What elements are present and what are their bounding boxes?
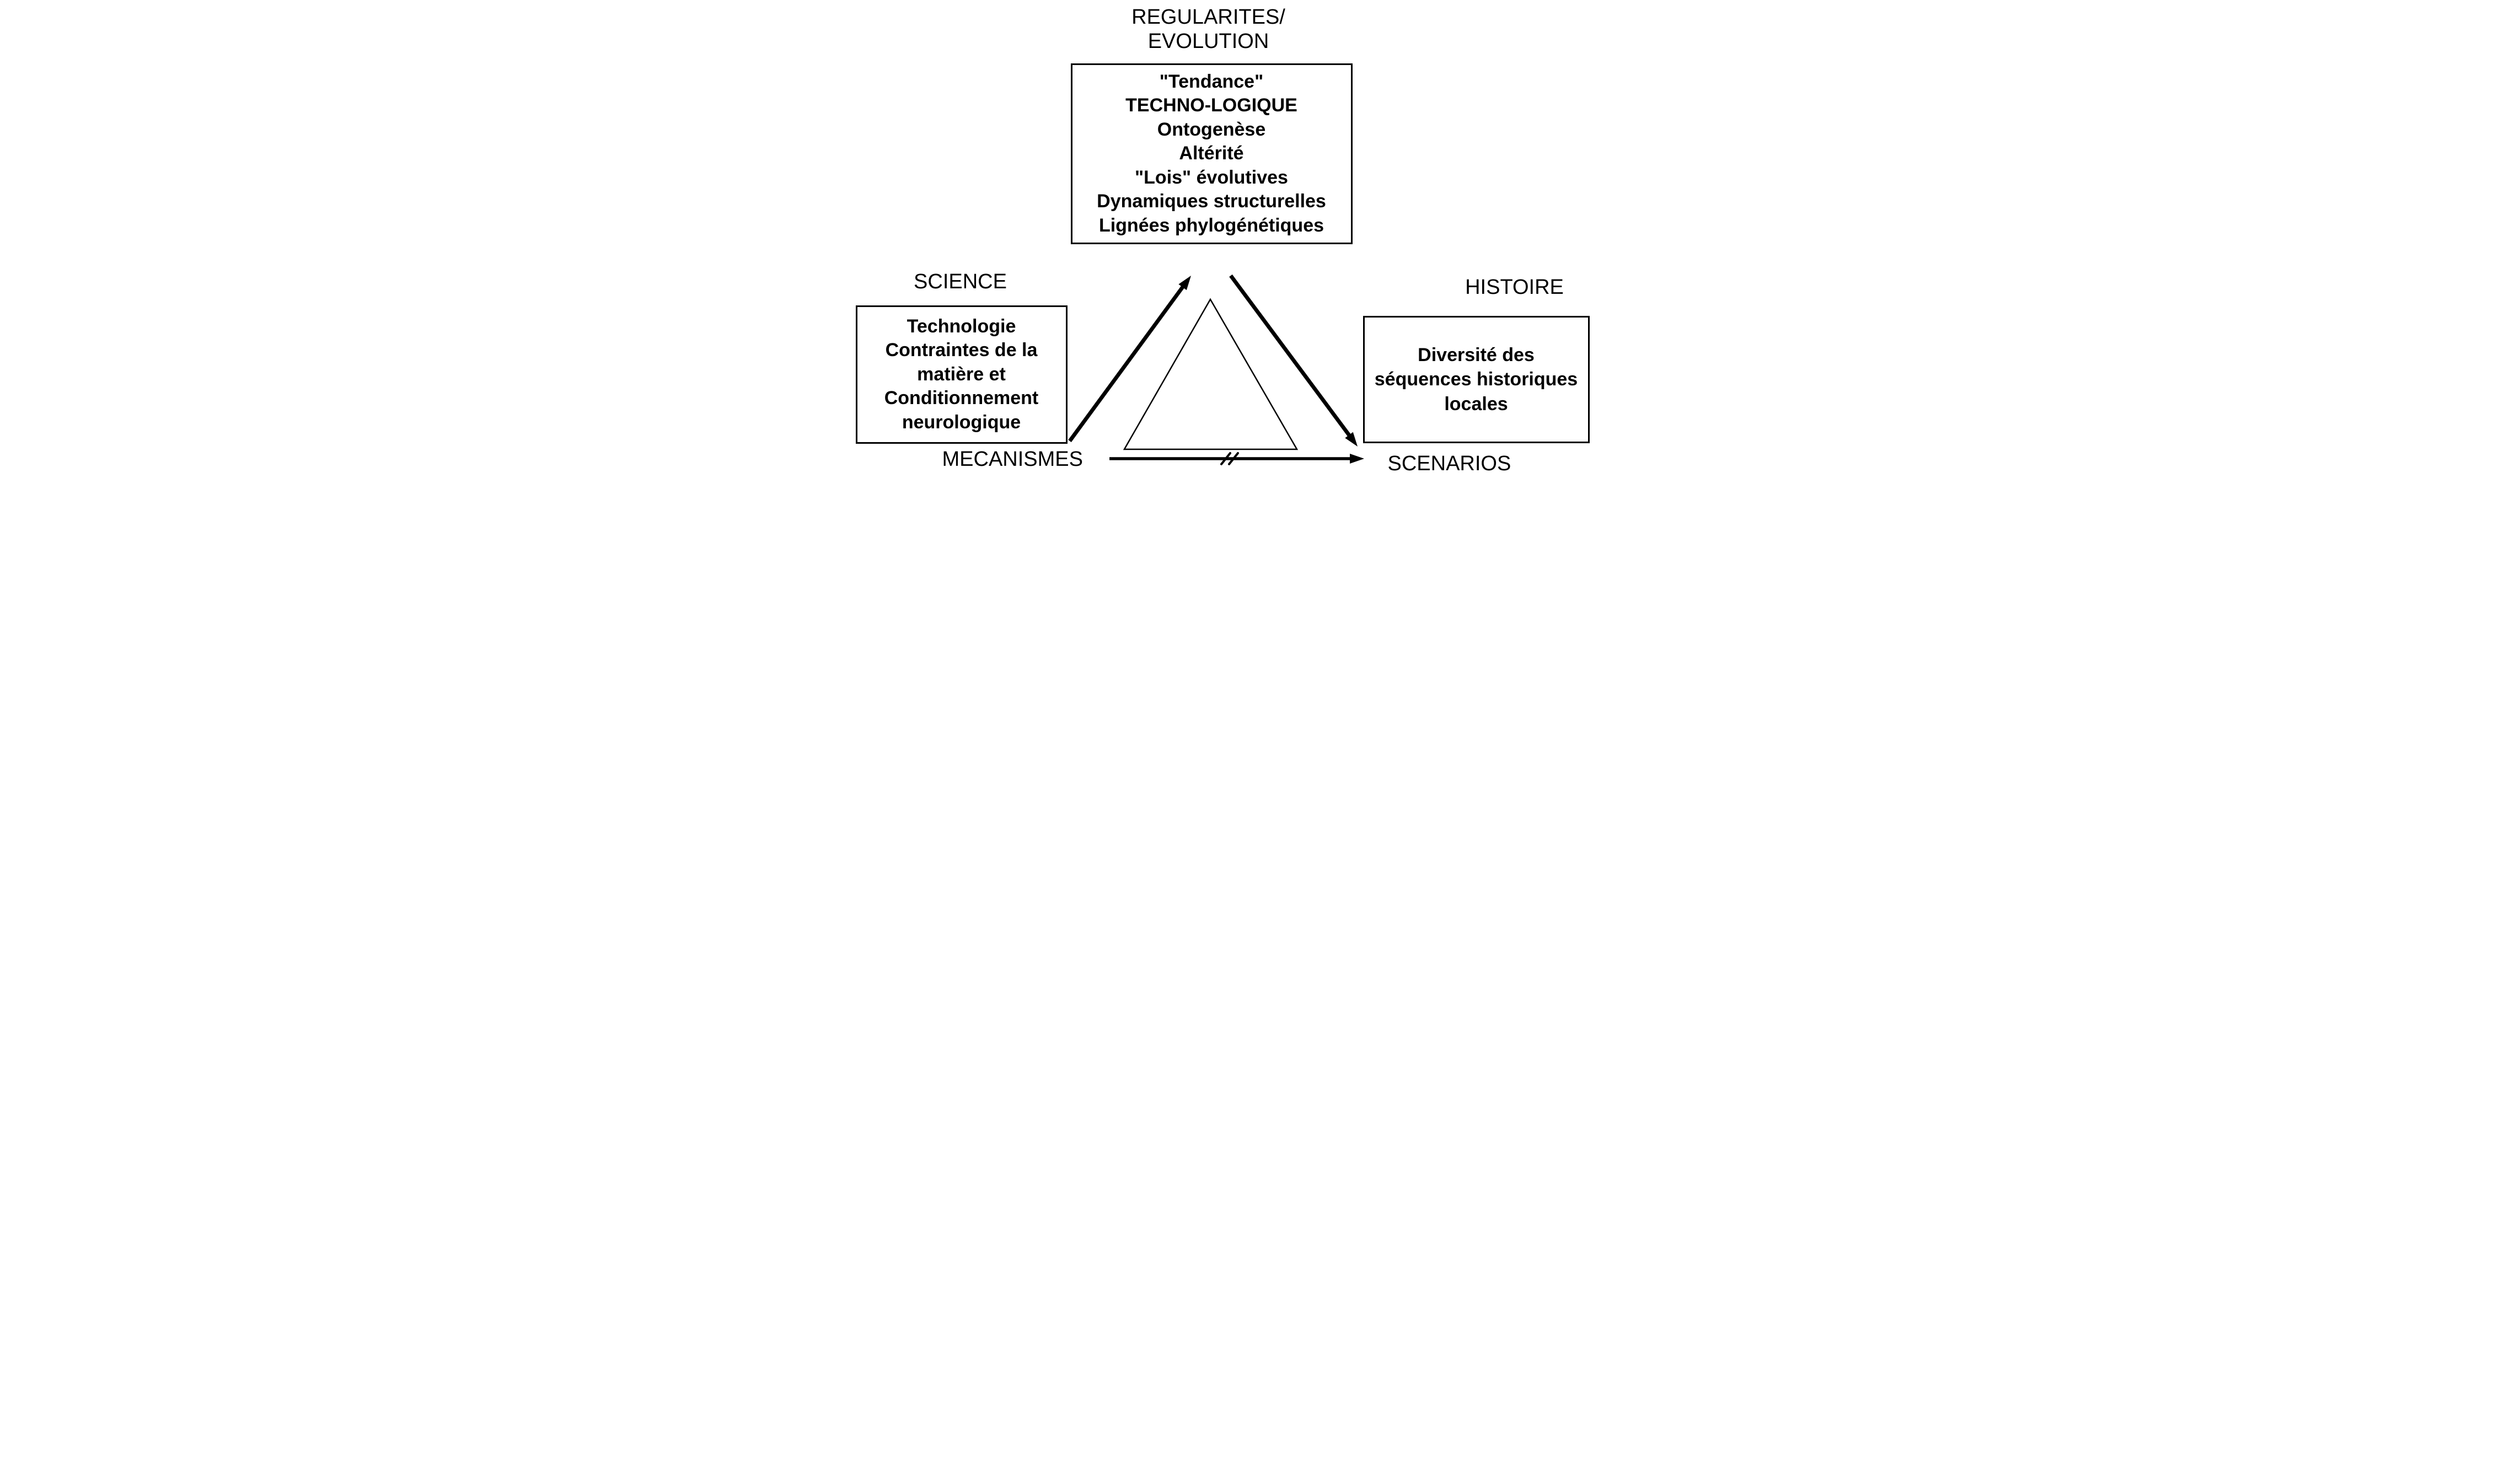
label-mecanismes: MECANISMES — [942, 448, 1083, 471]
node-science-text: Technologie Contraintes de la matière et… — [857, 315, 1066, 435]
node-evolution-text: "Tendance" TECHNO-LOGIQUE Ontogenèse Alt… — [1072, 70, 1351, 238]
heading-histoire: HISTOIRE — [1465, 276, 1564, 299]
heading-evolution: REGULARITES/ EVOLUTION — [1131, 6, 1285, 53]
node-histoire-text: Diversité des séquences historiques loca… — [1365, 343, 1588, 416]
node-science: Technologie Contraintes de la matière et… — [856, 305, 1068, 444]
node-histoire: Diversité des séquences historiques loca… — [1363, 316, 1590, 443]
node-evolution: "Tendance" TECHNO-LOGIQUE Ontogenèse Alt… — [1071, 63, 1353, 244]
heading-science: SCIENCE — [914, 270, 1007, 294]
diagram-canvas: REGULARITES/ EVOLUTION SCIENCE HISTOIRE … — [834, 0, 1661, 492]
label-scenarios: SCENARIOS — [1388, 452, 1511, 476]
